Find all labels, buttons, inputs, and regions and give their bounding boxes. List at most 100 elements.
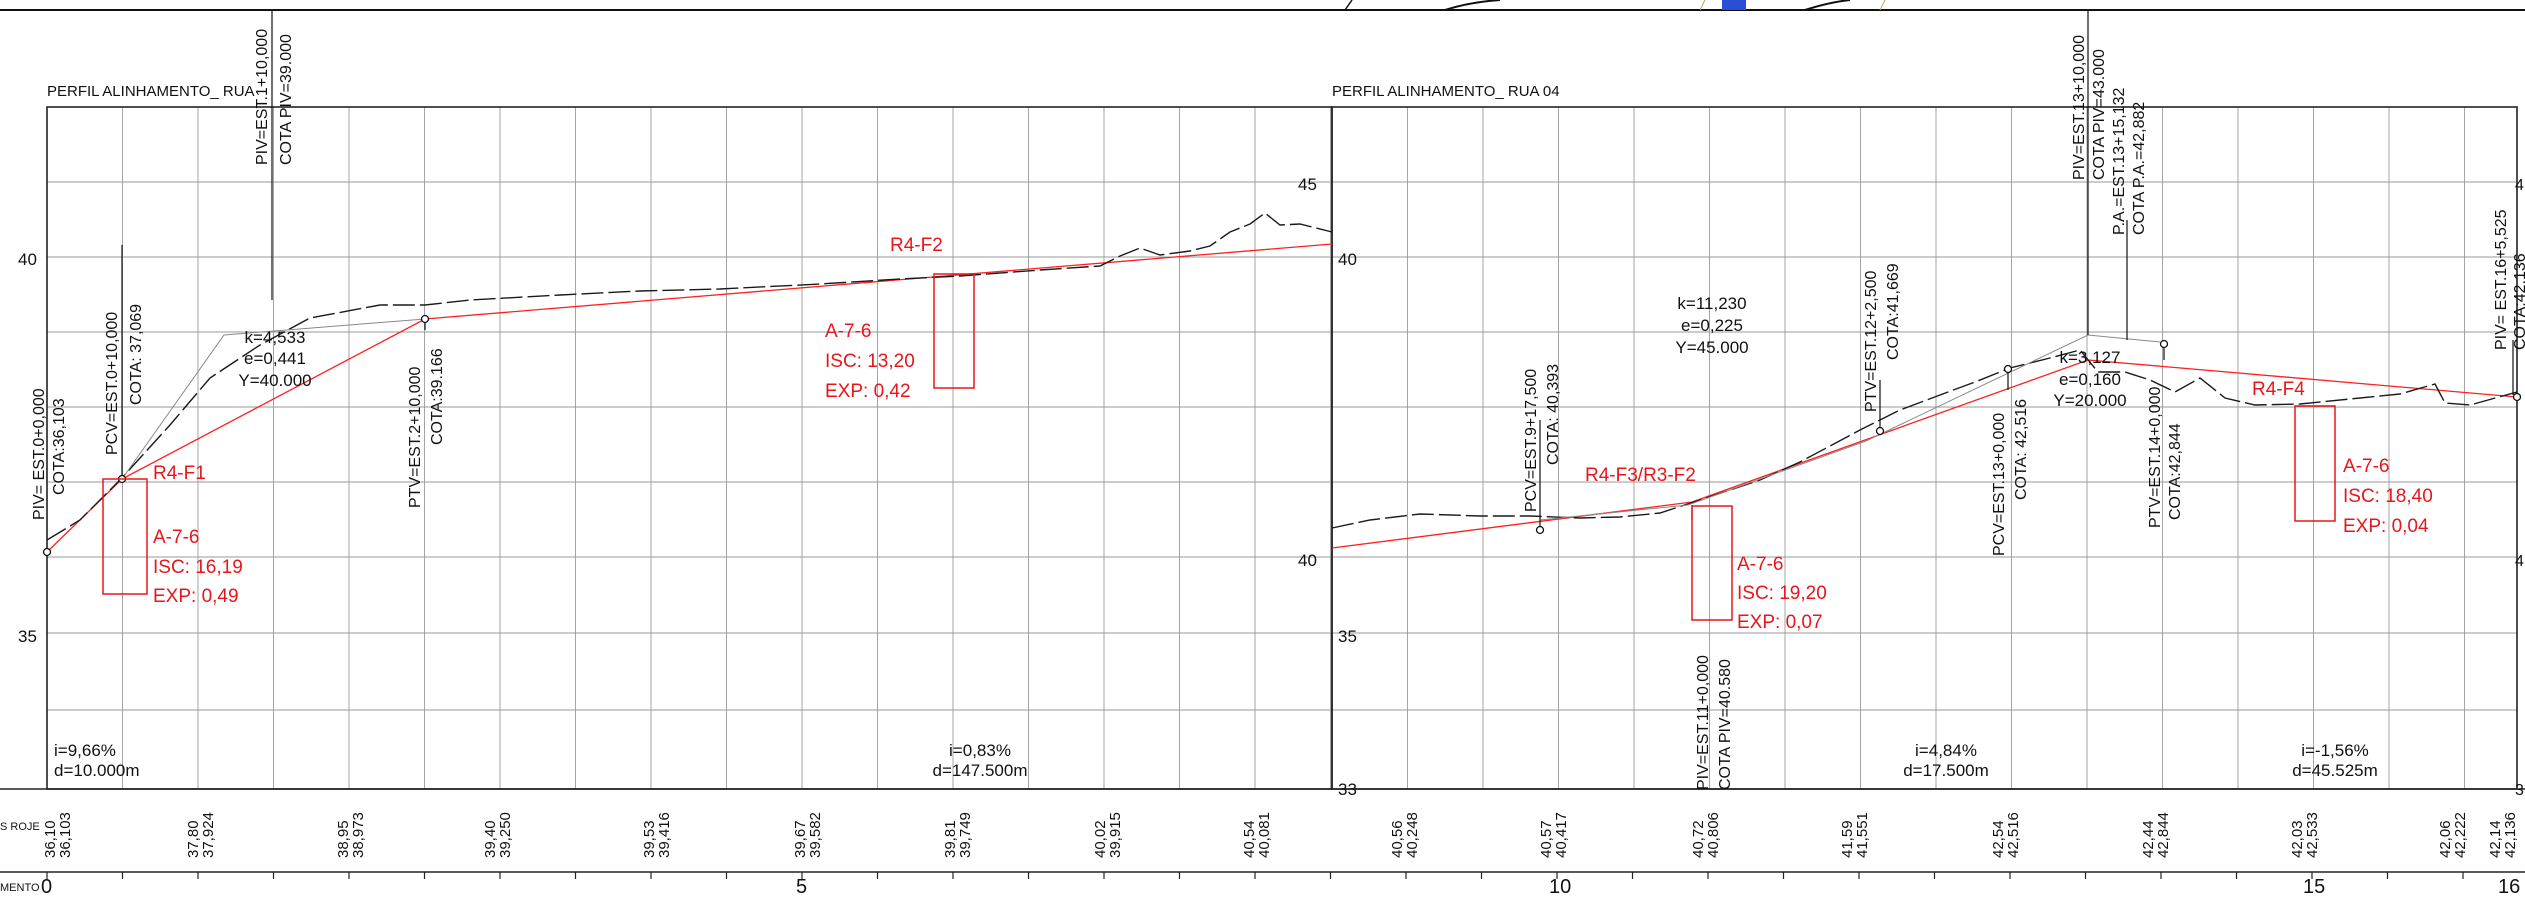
- elevation-value: 41,59: [1839, 820, 1856, 858]
- svg-text:d=17.500m: d=17.500m: [1903, 761, 1989, 780]
- profile-grid-right: [1332, 107, 2517, 789]
- station-labels: 0 5 10 15 16: [41, 876, 2520, 898]
- svg-text:ISC: 13,20: ISC: 13,20: [825, 351, 915, 372]
- svg-text:3: 3: [2515, 782, 2524, 799]
- vertical-labels-left: PIV= EST.0+0,000 COTA:36,103 PCV=EST.0+1…: [31, 29, 446, 520]
- elevation-value: 40,081: [1256, 812, 1273, 858]
- svg-text:40: 40: [18, 250, 37, 269]
- svg-text:A-7-6: A-7-6: [153, 527, 199, 548]
- svg-text:PTV=EST.12+2,500: PTV=EST.12+2,500: [1863, 270, 1880, 412]
- svg-text:R4-F3/R3-F2: R4-F3/R3-F2: [1585, 465, 1696, 486]
- svg-text:PIV=EST.13+10,000: PIV=EST.13+10,000: [2071, 35, 2088, 180]
- elevation-value: 41,551: [1854, 812, 1871, 858]
- elevation-value: 39,416: [656, 812, 673, 858]
- sample-pits: [102, 273, 2336, 621]
- elevation-value: 39,582: [807, 812, 824, 858]
- svg-text:d=147.500m: d=147.500m: [933, 761, 1028, 780]
- svg-text:COTA PIV=40.580: COTA PIV=40.580: [1717, 659, 1734, 790]
- svg-text:4: 4: [2515, 553, 2524, 570]
- svg-text:COTA:39.166: COTA:39.166: [429, 348, 446, 445]
- profile-right-title: PERFIL ALINHAMENTO_ RUA 04: [1332, 83, 1560, 100]
- elevation-value: 42,222: [2452, 812, 2469, 858]
- svg-text:P.A.=EST.13+15,132: P.A.=EST.13+15,132: [2111, 88, 2128, 235]
- elevation-value: 39,81: [942, 820, 959, 858]
- svg-text:COTA: 42,516: COTA: 42,516: [2013, 399, 2030, 500]
- svg-text:COTA: 40,393: COTA: 40,393: [1545, 364, 1562, 465]
- svg-text:A-7-6: A-7-6: [1737, 554, 1783, 575]
- elevation-value: 42,06: [2437, 820, 2454, 858]
- svg-text:COTA PIV=39.000: COTA PIV=39.000: [278, 34, 295, 165]
- svg-text:COTA:36,103: COTA:36,103: [51, 398, 68, 495]
- svg-text:16: 16: [2498, 876, 2520, 898]
- svg-text:ISC: 19,20: ISC: 19,20: [1737, 583, 1827, 604]
- svg-text:COTA:42,136: COTA:42,136: [2512, 253, 2525, 350]
- elevation-value: 40,248: [1404, 812, 1421, 858]
- elevation-value: 40,02: [1092, 820, 1109, 858]
- svg-text:R4-F4: R4-F4: [2252, 379, 2305, 400]
- svg-text:PIV=EST.11+0,000: PIV=EST.11+0,000: [1695, 655, 1712, 790]
- elevation-value: 42,03: [2289, 820, 2306, 858]
- elevation-ticks-right: 45 40 40 35 33: [1298, 175, 1357, 799]
- elevation-value: 40,806: [1705, 812, 1722, 858]
- sheet-top-fragment: [0, 0, 2525, 11]
- svg-text:k=3,127: k=3,127: [2060, 348, 2121, 367]
- svg-text:EXP: 0,04: EXP: 0,04: [2343, 516, 2429, 537]
- svg-text:33: 33: [1338, 780, 1357, 799]
- row-labels: S ROJE MENTO: [0, 821, 40, 894]
- svg-text:COTA: 37,069: COTA: 37,069: [128, 304, 145, 405]
- svg-text:COTA:42,844: COTA:42,844: [2167, 423, 2184, 520]
- svg-text:ISC: 16,19: ISC: 16,19: [153, 557, 243, 578]
- svg-text:e=0,160: e=0,160: [2059, 370, 2121, 389]
- svg-text:Y=45.000: Y=45.000: [1675, 338, 1748, 357]
- right-edge-ticks: 4 4 3: [2515, 177, 2524, 799]
- svg-text:k=11,230: k=11,230: [1677, 294, 1746, 313]
- sample-r4-f2: R4-F2 A-7-6 ISC: 13,20 EXP: 0,42: [825, 235, 943, 402]
- svg-text:0: 0: [41, 876, 52, 898]
- elevation-value: 37,80: [185, 820, 202, 858]
- svg-text:PIV=EST.1+10,000: PIV=EST.1+10,000: [254, 29, 271, 165]
- elevation-value: 42,136: [2502, 812, 2519, 858]
- svg-text:45: 45: [1298, 175, 1317, 194]
- svg-text:EXP: 0,07: EXP: 0,07: [1737, 612, 1823, 633]
- svg-text:A-7-6: A-7-6: [825, 321, 871, 342]
- svg-text:5: 5: [796, 876, 807, 898]
- vertical-labels-right: PCV=EST.9+17,500 COTA: 40,393 PIV=EST.11…: [1523, 35, 2525, 790]
- elevation-value: 40,57: [1538, 820, 1555, 858]
- elevation-value: 40,56: [1389, 820, 1406, 858]
- svg-text:COTA:41,669: COTA:41,669: [1885, 263, 1902, 360]
- elevation-value: 36,103: [57, 812, 74, 858]
- profile-left-title: PERFIL ALINHAMENTO_ RUA: [47, 83, 255, 100]
- svg-text:e=0,441: e=0,441: [244, 349, 306, 368]
- elevation-value: 42,844: [2155, 812, 2172, 858]
- svg-text:4: 4: [2515, 177, 2524, 194]
- svg-text:EXP: 0,49: EXP: 0,49: [153, 586, 239, 607]
- elevation-value: 42,54: [1990, 820, 2007, 858]
- sample-r4-f3: R4-F3/R3-F2 A-7-6 ISC: 19,20 EXP: 0,07: [1585, 465, 1827, 633]
- svg-text:EXP: 0,42: EXP: 0,42: [825, 381, 911, 402]
- svg-text:Y=40.000: Y=40.000: [238, 371, 311, 390]
- vertex-points: [42, 314, 2522, 557]
- row-label-alignment: MENTO: [0, 882, 40, 894]
- svg-text:PIV= EST.0+0,000: PIV= EST.0+0,000: [31, 388, 48, 520]
- profile-grid-left: [47, 107, 1332, 789]
- svg-text:PTV=EST.2+10,000: PTV=EST.2+10,000: [407, 366, 424, 508]
- elevation-value: 42,533: [2304, 812, 2321, 858]
- elevation-value: 42,44: [2140, 820, 2157, 858]
- elevation-value: 39,53: [641, 820, 658, 858]
- svg-text:35: 35: [18, 627, 37, 646]
- sample-r4-f4: R4-F4 A-7-6 ISC: 18,40 EXP: 0,04: [2252, 379, 2433, 537]
- elevation-value: 40,72: [1690, 820, 1707, 858]
- svg-text:15: 15: [2303, 876, 2325, 898]
- elevation-value: 39,40: [482, 820, 499, 858]
- svg-text:PCV=EST.13+0,000: PCV=EST.13+0,000: [1991, 413, 2008, 556]
- svg-text:i=4,84%: i=4,84%: [1915, 741, 1977, 760]
- svg-text:40: 40: [1298, 551, 1317, 570]
- guide-lines: [121, 318, 2161, 521]
- svg-text:i=-1,56%: i=-1,56%: [2301, 741, 2369, 760]
- grade-labels: i=9,66% d=10.000m i=0,83% d=147.500m i=4…: [54, 741, 2378, 780]
- svg-text:PTV=EST.14+0,000: PTV=EST.14+0,000: [2147, 386, 2164, 528]
- svg-text:R4-F2: R4-F2: [890, 235, 943, 256]
- profile-frames: [0, 106, 2525, 873]
